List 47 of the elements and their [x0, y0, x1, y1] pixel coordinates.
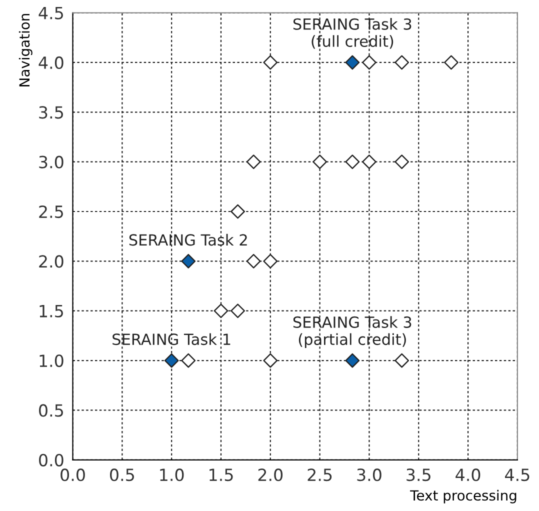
annotation: SERAING Task 1	[112, 333, 230, 346]
point	[246, 154, 261, 170]
x-tick-label: 4.0	[456, 468, 480, 482]
point	[345, 55, 360, 70]
x-tick-label: 3.5	[406, 468, 430, 482]
y-tick-label: 1.5	[40, 305, 63, 318]
x-tick-label: 2.0	[258, 468, 283, 482]
point	[362, 154, 376, 170]
y-axis-title: Navigation	[18, 14, 32, 86]
annotation: SERAING Task 3 (full credit)	[293, 18, 412, 49]
x-tick-label: 1.5	[210, 468, 233, 482]
y-tick-label: 2.0	[39, 255, 64, 268]
x-tick-label: 2.5	[308, 468, 332, 482]
point	[164, 353, 179, 368]
x-tick-label: 4.5	[505, 468, 530, 482]
annotation: SERAING Task 2	[129, 234, 247, 246]
annotation: SERAING Task 3 (partial credit)	[293, 316, 412, 348]
y-tick-label: 2.5	[39, 205, 63, 218]
point	[394, 154, 410, 170]
point	[263, 254, 278, 268]
point	[394, 55, 410, 70]
point	[362, 55, 376, 70]
point	[246, 254, 261, 268]
y-tick-label: 3.0	[39, 156, 64, 168]
point	[345, 154, 360, 170]
x-tick-label: 0.0	[60, 468, 85, 482]
point	[181, 254, 196, 268]
y-tick-label: 4.0	[38, 56, 64, 70]
x-tick-label: 1.0	[160, 468, 184, 482]
point	[394, 353, 410, 368]
point	[230, 204, 245, 219]
point	[345, 353, 360, 368]
point	[181, 353, 196, 368]
point	[230, 304, 245, 318]
x-axis-title: Text processing	[410, 490, 516, 504]
y-tick-label: 0.0	[39, 454, 64, 466]
point	[263, 353, 278, 368]
point	[444, 55, 458, 70]
point	[214, 304, 228, 318]
y-tick-label: 3.5	[39, 106, 63, 119]
point	[312, 154, 328, 170]
y-tick-label: 4.5	[38, 6, 63, 20]
x-tick-label: 0.5	[110, 468, 134, 482]
y-tick-label: 0.5	[39, 404, 63, 417]
x-tick-label: 3.0	[357, 468, 382, 482]
point	[263, 55, 278, 70]
y-tick-label: 1.0	[40, 354, 64, 368]
